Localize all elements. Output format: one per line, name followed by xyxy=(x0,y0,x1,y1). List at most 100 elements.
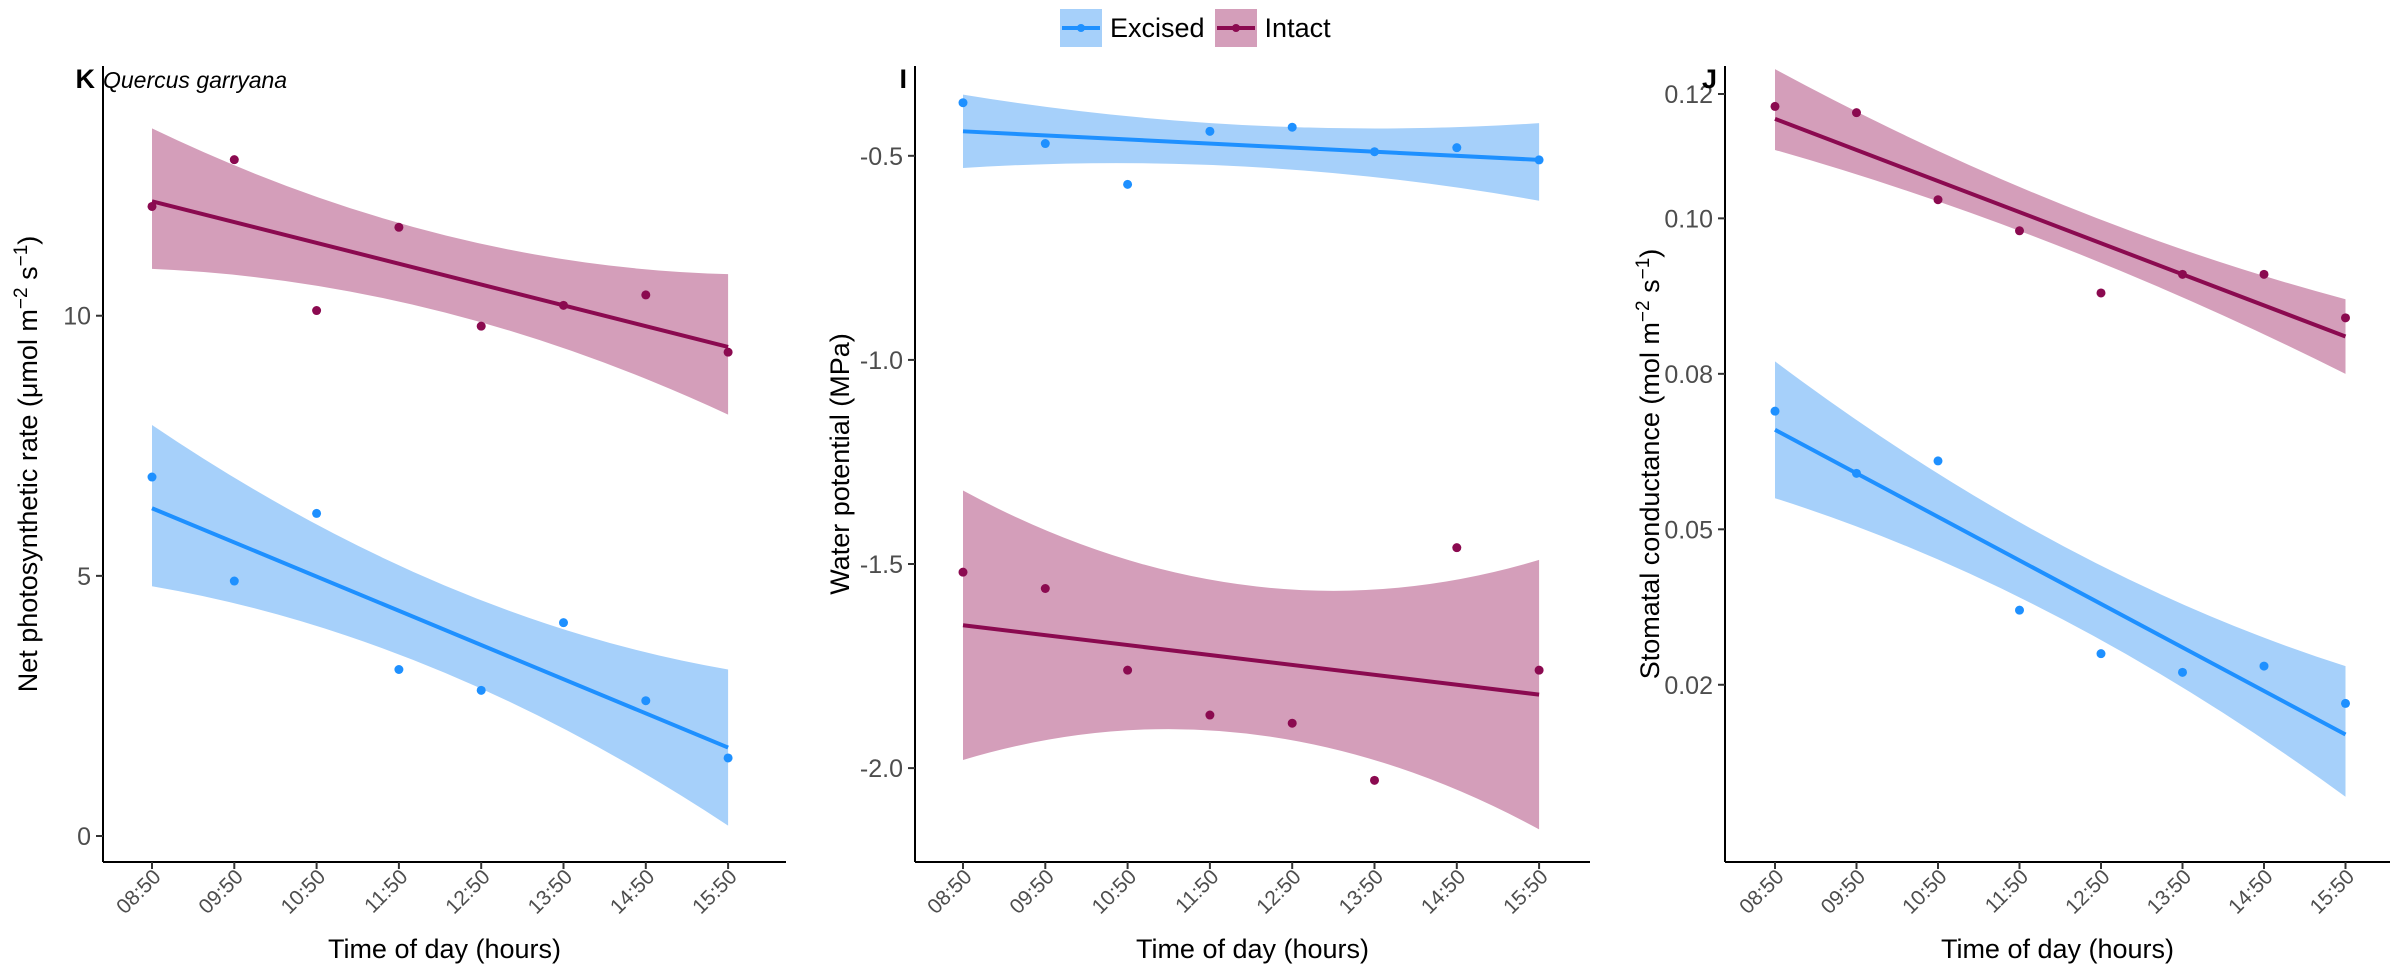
data-point-intact xyxy=(229,155,239,165)
y-tick-label: 0.05 xyxy=(1664,516,1713,544)
x-tick-label: 14:50 xyxy=(606,865,659,918)
x-tick-label: 08:50 xyxy=(112,865,165,918)
y-tick-label: 0.02 xyxy=(1664,672,1713,700)
confidence-band-intact xyxy=(1775,69,2346,374)
x-axis-title: Time of day (hours) xyxy=(1136,934,1369,964)
data-point-intact xyxy=(476,321,486,331)
fit-line-excised xyxy=(151,506,729,750)
x-axis-title: Time of day (hours) xyxy=(328,934,561,964)
data-point-intact xyxy=(312,306,322,316)
data-point-excised xyxy=(1770,406,1780,416)
panel-label: I xyxy=(899,64,907,94)
data-point-intact xyxy=(1852,108,1861,118)
x-tick-label: 11:50 xyxy=(1171,865,1223,917)
panel-i: -2.0 -1.5 -1.0 -0.5 08:50 09:50 10:50 11:50 12:5… xyxy=(825,64,1590,964)
y-tick-label: 5 xyxy=(77,563,91,591)
y-tick-label: -0.5 xyxy=(860,143,903,171)
y-axis-title: Water potential (MPa) xyxy=(825,333,855,595)
x-axis-title: Time of day (hours) xyxy=(1941,934,2174,964)
data-point-excised xyxy=(476,685,486,695)
data-point-intact xyxy=(1452,543,1462,553)
x-tick-label: 14:50 xyxy=(1417,865,1470,918)
data-point-intact xyxy=(1534,665,1544,675)
y-tick-label: 0.12 xyxy=(1664,81,1713,109)
x-tick-label: 13:50 xyxy=(1335,865,1388,918)
x-tick-label: 13:50 xyxy=(524,865,577,918)
y-tick-label: -1.0 xyxy=(860,347,903,375)
data-point-excised xyxy=(1534,155,1544,165)
data-point-intact xyxy=(641,290,651,300)
x-tick-label: 15:50 xyxy=(1499,865,1552,918)
fit-line-intact xyxy=(1774,116,2347,339)
x-tick-label: 15:50 xyxy=(688,865,741,918)
data-point-excised xyxy=(1452,143,1462,153)
y-tick-label: 0.08 xyxy=(1664,361,1713,389)
data-point-excised xyxy=(1123,179,1133,189)
x-tick-label: 13:50 xyxy=(2143,865,2196,918)
data-point-excised xyxy=(1933,456,1943,466)
x-tick-label: 10:50 xyxy=(277,865,330,918)
data-point-intact xyxy=(1123,665,1133,675)
data-point-intact xyxy=(2096,288,2106,298)
x-tick-label: 12:50 xyxy=(2061,865,2114,918)
data-point-excised xyxy=(2259,661,2269,671)
data-point-excised xyxy=(1370,147,1379,157)
x-tick-label: 09:50 xyxy=(194,865,247,918)
data-point-excised xyxy=(1287,122,1297,132)
data-point-excised xyxy=(559,618,568,628)
data-point-excised xyxy=(1040,139,1050,149)
data-point-intact xyxy=(1370,775,1379,785)
data-point-excised xyxy=(641,696,651,706)
y-tick-label: 10 xyxy=(63,303,91,331)
y-tick-label: -2.0 xyxy=(860,755,903,783)
data-point-excised xyxy=(229,576,239,586)
legend-label-intact: Intact xyxy=(1264,12,1331,43)
data-point-excised xyxy=(723,753,733,763)
data-point-intact xyxy=(2341,313,2350,323)
y-axis-title: Stomatal conductance (mol m−2 s−1) xyxy=(1633,249,1666,680)
data-point-excised xyxy=(1852,468,1861,478)
data-point-excised xyxy=(2341,698,2350,708)
y-tick-label: 0.10 xyxy=(1664,205,1713,233)
x-tick-label: 08:50 xyxy=(923,865,976,918)
legend-item-excised: Excised xyxy=(1060,9,1205,47)
data-point-excised xyxy=(2015,605,2024,615)
data-point-intact xyxy=(147,201,157,211)
confidence-band-excised xyxy=(963,94,1540,201)
panel-k: 0 5 10 08:50 09:50 10:50 11:50 12:50 13:50 14:50 1… xyxy=(11,64,786,964)
data-point-excised xyxy=(147,472,157,482)
y-tick-label: 0 xyxy=(77,823,91,851)
confidence-band-excised xyxy=(1775,361,2346,797)
legend-item-intact: Intact xyxy=(1214,9,1331,47)
x-tick-label: 12:50 xyxy=(441,865,494,918)
data-point-intact xyxy=(1287,718,1297,728)
data-point-excised xyxy=(1205,126,1215,136)
x-tick-label: 09:50 xyxy=(1817,865,1870,918)
data-point-excised xyxy=(312,508,322,518)
data-point-intact xyxy=(1040,584,1050,594)
data-point-intact xyxy=(1205,710,1215,720)
data-point-excised xyxy=(394,665,404,675)
x-tick-label: 09:50 xyxy=(1005,865,1058,918)
data-point-intact xyxy=(958,567,968,577)
data-point-intact xyxy=(1933,195,1943,205)
fit-line-intact xyxy=(962,623,1540,697)
data-point-intact xyxy=(1770,101,1780,111)
x-tick-label: 14:50 xyxy=(2224,865,2277,918)
fit-line-intact xyxy=(151,199,729,349)
data-point-intact xyxy=(394,222,404,232)
x-tick-label: 12:50 xyxy=(1252,865,1305,918)
fit-line-excised xyxy=(962,129,1540,162)
data-point-excised xyxy=(958,98,968,108)
data-point-intact xyxy=(2015,226,2024,236)
data-point-excised xyxy=(2178,667,2187,677)
panel-title: Quercus garryana xyxy=(103,67,287,93)
legend-label-excised: Excised xyxy=(1110,12,1205,43)
panel-label: J xyxy=(1702,64,1717,94)
confidence-band-intact xyxy=(152,128,729,415)
y-tick-label: -1.5 xyxy=(860,551,903,579)
confidence-band-excised xyxy=(152,424,729,826)
x-tick-label: 10:50 xyxy=(1898,865,1951,918)
legend-key-intact xyxy=(1214,9,1257,47)
